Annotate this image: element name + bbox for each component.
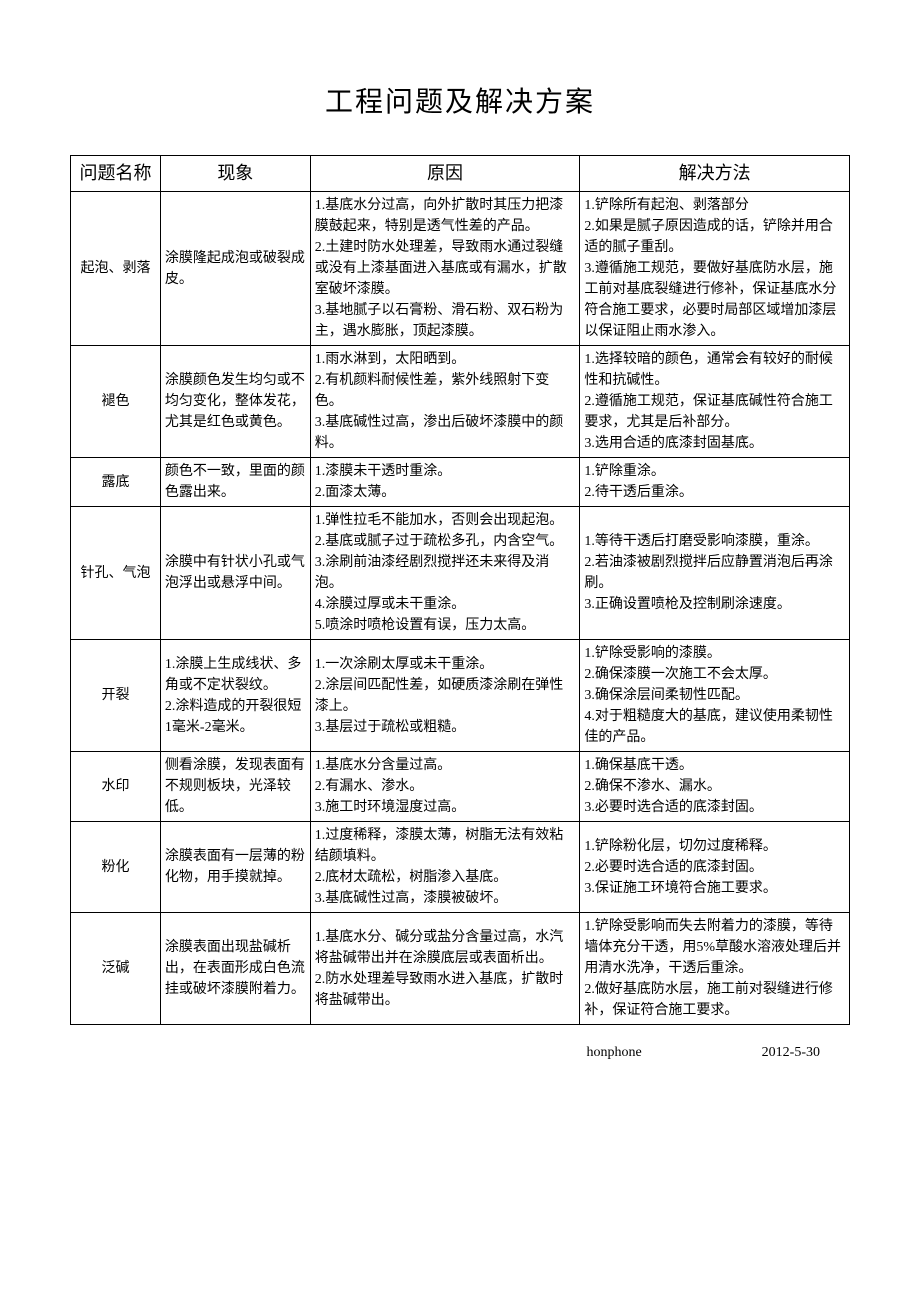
footer-author: honphone — [586, 1045, 641, 1061]
cell-name: 粉化 — [71, 822, 161, 913]
cell-solution: 1.铲除受影响而失去附着力的漆膜，等待墙体充分干透，用5%草酸水溶液处理后并用清… — [580, 913, 850, 1025]
header-name: 问题名称 — [71, 156, 161, 192]
cell-solution: 1.铲除所有起泡、剥落部分2.如果是腻子原因造成的话，铲除并用合适的腻子重刮。3… — [580, 192, 850, 346]
table-row: 粉化 涂膜表面有一层薄的粉化物，用手摸就掉。 1.过度稀释，漆膜太薄，树脂无法有… — [71, 822, 850, 913]
cell-solution: 1.铲除重涂。2.待干透后重涂。 — [580, 458, 850, 507]
cell-phenom: 涂膜表面有一层薄的粉化物，用手摸就掉。 — [160, 822, 310, 913]
cell-name: 褪色 — [71, 346, 161, 458]
footer-date: 2012-5-30 — [762, 1045, 820, 1061]
footer: honphone 2012-5-30 — [70, 1045, 850, 1061]
cell-solution: 1.确保基底干透。2.确保不渗水、漏水。3.必要时选合适的底漆封固。 — [580, 752, 850, 822]
cell-cause: 1.基底水分过高，向外扩散时其压力把漆膜鼓起来，特别是透气性差的产品。2.土建时… — [310, 192, 580, 346]
table-row: 褪色 涂膜颜色发生均匀或不均匀变化，整体发花，尤其是红色或黄色。 1.雨水淋到，… — [71, 346, 850, 458]
table-row: 泛碱 涂膜表面出现盐碱析出，在表面形成白色流挂或破坏漆膜附着力。 1.基底水分、… — [71, 913, 850, 1025]
cell-cause: 1.雨水淋到，太阳晒到。2.有机颜料耐候性差，紫外线照射下变色。3.基底碱性过高… — [310, 346, 580, 458]
table-header-row: 问题名称 现象 原因 解决方法 — [71, 156, 850, 192]
header-phenom: 现象 — [160, 156, 310, 192]
cell-name: 针孔、气泡 — [71, 507, 161, 640]
problems-table: 问题名称 现象 原因 解决方法 起泡、剥落 涂膜隆起成泡或破裂成皮。 1.基底水… — [70, 155, 850, 1025]
cell-phenom: 涂膜中有针状小孔或气泡浮出或悬浮中间。 — [160, 507, 310, 640]
cell-name: 起泡、剥落 — [71, 192, 161, 346]
cell-cause: 1.基底水分含量过高。2.有漏水、渗水。3.施工时环境湿度过高。 — [310, 752, 580, 822]
cell-cause: 1.弹性拉毛不能加水，否则会出现起泡。2.基底或腻子过于疏松多孔，内含空气。3.… — [310, 507, 580, 640]
cell-phenom: 侧看涂膜，发现表面有不规则板块，光泽较低。 — [160, 752, 310, 822]
table-body: 起泡、剥落 涂膜隆起成泡或破裂成皮。 1.基底水分过高，向外扩散时其压力把漆膜鼓… — [71, 192, 850, 1025]
cell-name: 露底 — [71, 458, 161, 507]
cell-name: 开裂 — [71, 640, 161, 752]
cell-solution: 1.等待干透后打磨受影响漆膜，重涂。2.若油漆被剧烈搅拌后应静置消泡后再涂刷。3… — [580, 507, 850, 640]
cell-solution: 1.铲除粉化层，切勿过度稀释。2.必要时选合适的底漆封固。3.保证施工环境符合施… — [580, 822, 850, 913]
table-row: 水印 侧看涂膜，发现表面有不规则板块，光泽较低。 1.基底水分含量过高。2.有漏… — [71, 752, 850, 822]
cell-solution: 1.选择较暗的颜色，通常会有较好的耐候性和抗碱性。2.遵循施工规范，保证基底碱性… — [580, 346, 850, 458]
cell-cause: 1.一次涂刷太厚或未干重涂。2.涂层间匹配性差，如硬质漆涂刷在弹性漆上。3.基层… — [310, 640, 580, 752]
table-row: 开裂 1.涂膜上生成线状、多角或不定状裂纹。2.涂料造成的开裂很短1毫米-2毫米… — [71, 640, 850, 752]
cell-cause: 1.漆膜未干透时重涂。2.面漆太薄。 — [310, 458, 580, 507]
table-row: 露底 颜色不一致，里面的颜色露出来。 1.漆膜未干透时重涂。2.面漆太薄。 1.… — [71, 458, 850, 507]
cell-cause: 1.基底水分、碱分或盐分含量过高，水汽将盐碱带出并在涂膜底层或表面析出。2.防水… — [310, 913, 580, 1025]
header-solution: 解决方法 — [580, 156, 850, 192]
cell-name: 水印 — [71, 752, 161, 822]
page-title: 工程问题及解决方案 — [70, 80, 850, 120]
cell-phenom: 颜色不一致，里面的颜色露出来。 — [160, 458, 310, 507]
cell-solution: 1.铲除受影响的漆膜。2.确保漆膜一次施工不会太厚。3.确保涂层间柔韧性匹配。4… — [580, 640, 850, 752]
table-row: 针孔、气泡 涂膜中有针状小孔或气泡浮出或悬浮中间。 1.弹性拉毛不能加水，否则会… — [71, 507, 850, 640]
table-row: 起泡、剥落 涂膜隆起成泡或破裂成皮。 1.基底水分过高，向外扩散时其压力把漆膜鼓… — [71, 192, 850, 346]
cell-name: 泛碱 — [71, 913, 161, 1025]
cell-cause: 1.过度稀释，漆膜太薄，树脂无法有效粘结颜填料。2.底材太疏松，树脂渗入基底。3… — [310, 822, 580, 913]
cell-phenom: 1.涂膜上生成线状、多角或不定状裂纹。2.涂料造成的开裂很短1毫米-2毫米。 — [160, 640, 310, 752]
header-cause: 原因 — [310, 156, 580, 192]
cell-phenom: 涂膜隆起成泡或破裂成皮。 — [160, 192, 310, 346]
cell-phenom: 涂膜颜色发生均匀或不均匀变化，整体发花，尤其是红色或黄色。 — [160, 346, 310, 458]
cell-phenom: 涂膜表面出现盐碱析出，在表面形成白色流挂或破坏漆膜附着力。 — [160, 913, 310, 1025]
